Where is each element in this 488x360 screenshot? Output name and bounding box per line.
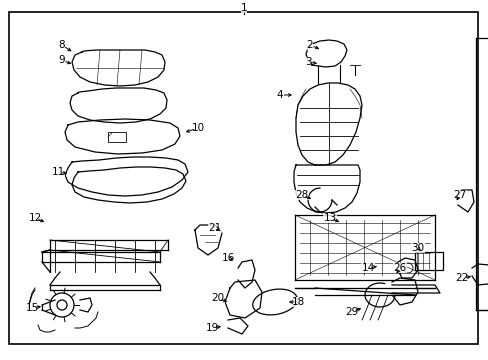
Text: 11: 11	[51, 167, 64, 177]
Text: 22: 22	[454, 273, 468, 283]
Text: 15: 15	[25, 303, 39, 313]
Text: 14: 14	[361, 263, 374, 273]
Text: 28: 28	[295, 190, 308, 200]
Text: 3: 3	[304, 57, 311, 67]
Text: 10: 10	[191, 123, 204, 133]
Text: 18: 18	[291, 297, 304, 307]
Text: 1: 1	[240, 3, 247, 13]
Text: 1: 1	[240, 3, 247, 13]
Text: 29: 29	[345, 307, 358, 317]
Text: 19: 19	[205, 323, 218, 333]
Bar	[414, 252, 442, 270]
Text: 2: 2	[306, 40, 313, 50]
Text: 30: 30	[410, 243, 424, 253]
Text: 4: 4	[276, 90, 283, 100]
Text: 26: 26	[392, 263, 406, 273]
Text: 12: 12	[28, 213, 41, 223]
Text: 13: 13	[323, 213, 336, 223]
Text: 21: 21	[208, 223, 221, 233]
Bar	[108, 132, 126, 142]
Text: 8: 8	[59, 40, 65, 50]
Text: 9: 9	[59, 55, 65, 65]
Text: 20: 20	[211, 293, 224, 303]
Text: 27: 27	[452, 190, 466, 200]
Text: 16: 16	[221, 253, 234, 263]
